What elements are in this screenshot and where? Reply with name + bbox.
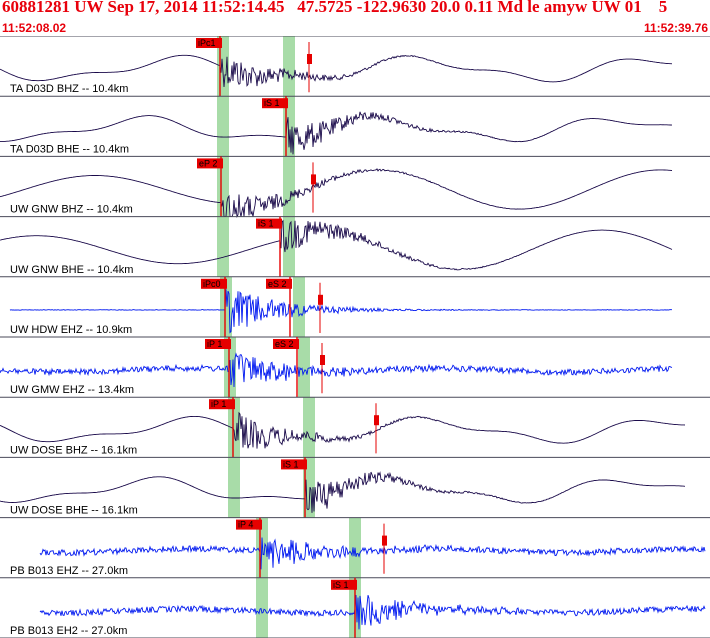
trace-row[interactable]: iS 1 UW GNW BHE -- 10.4km bbox=[0, 216, 710, 277]
pick-label: iP 1 bbox=[207, 339, 222, 349]
uncertainty-box bbox=[374, 415, 379, 426]
pick-label: iS 1 bbox=[333, 580, 349, 590]
uncertainty-box bbox=[307, 54, 312, 64]
trace-row[interactable]: iS 1 PB B013 EH2 -- 27.0km bbox=[0, 577, 710, 638]
pick-window bbox=[217, 216, 229, 277]
waveform bbox=[0, 111, 673, 155]
pick-flag[interactable] bbox=[256, 218, 282, 229]
pick-flag[interactable] bbox=[236, 519, 262, 530]
uncertainty-box bbox=[311, 174, 316, 185]
pick-window bbox=[293, 276, 305, 337]
trace-label: UW GNW BHZ -- 10.4km bbox=[10, 204, 133, 216]
trace-row[interactable]: iS 1 TA D03D BHE -- 10.4km bbox=[0, 95, 710, 157]
pick-label: iS 1 bbox=[283, 459, 299, 469]
pick-flag[interactable] bbox=[273, 339, 299, 349]
event-header: 60881281 UW Sep 17, 2014 11:52:14.45 47.… bbox=[0, 0, 710, 36]
trace-row[interactable]: iS 1 UW DOSE BHE -- 16.1km bbox=[0, 456, 710, 518]
trace-row[interactable]: iP 4 PB B013 EHZ -- 27.0km bbox=[0, 517, 710, 578]
pick-label: iPc0 bbox=[203, 279, 221, 289]
end-time: 11:52:39.76 bbox=[643, 21, 708, 35]
waveform bbox=[39, 594, 706, 630]
waveform bbox=[0, 219, 673, 271]
pick-window bbox=[283, 216, 295, 277]
waveform bbox=[0, 352, 673, 388]
pick-window bbox=[228, 457, 240, 518]
trace-label: TA D03D BHZ -- 10.4km bbox=[10, 83, 128, 95]
pick-flag[interactable] bbox=[201, 278, 227, 289]
trace-label: TA D03D BHE -- 10.4km bbox=[10, 143, 129, 155]
pick-label: iPc1 bbox=[198, 38, 216, 48]
uncertainty-box bbox=[382, 535, 387, 546]
event-title: 60881281 UW Sep 17, 2014 11:52:14.45 47.… bbox=[2, 0, 668, 16]
trace-label: UW DOSE BHZ -- 16.1km bbox=[10, 444, 137, 456]
pick-window bbox=[217, 156, 229, 217]
trace-label: PB B013 EHZ -- 27.0km bbox=[10, 565, 128, 577]
pick-window bbox=[283, 36, 295, 97]
pick-window bbox=[217, 96, 229, 157]
pick-flag[interactable] bbox=[205, 339, 231, 349]
waveform bbox=[0, 471, 686, 513]
trace-row[interactable]: iPc1 TA D03D BHZ -- 10.4km bbox=[0, 36, 710, 97]
trace-label: UW GMW EHZ -- 13.4km bbox=[10, 384, 134, 396]
pick-window bbox=[256, 577, 268, 638]
pick-label: iP 1 bbox=[211, 399, 226, 409]
trace-row[interactable]: iPc0 eS 2 UW HDW EHZ -- 10.9km bbox=[0, 276, 710, 337]
uncertainty-box bbox=[320, 355, 325, 365]
trace-label: UW HDW EHZ -- 10.9km bbox=[10, 324, 132, 336]
pick-label: eP 2 bbox=[199, 158, 217, 168]
waveform bbox=[0, 411, 686, 449]
pick-flag[interactable] bbox=[266, 278, 292, 289]
pick-flag[interactable] bbox=[281, 459, 307, 470]
trace-label: PB B013 EH2 -- 27.0km bbox=[10, 625, 127, 637]
pick-flag[interactable] bbox=[197, 158, 223, 169]
pick-window bbox=[303, 397, 315, 458]
pick-flag[interactable] bbox=[262, 98, 288, 109]
pick-label: eS 2 bbox=[275, 339, 294, 349]
waveform bbox=[9, 289, 672, 334]
uncertainty-box bbox=[318, 294, 323, 305]
pick-window bbox=[283, 156, 295, 217]
trace-row[interactable]: iP 1 UW DOSE BHZ -- 16.1km bbox=[0, 396, 710, 458]
pick-label: eS 2 bbox=[268, 279, 287, 289]
trace-label: UW DOSE BHE -- 16.1km bbox=[10, 505, 138, 517]
waveform bbox=[0, 168, 673, 219]
waveform bbox=[39, 537, 706, 570]
seismogram-panel[interactable]: iPc1 TA D03D BHZ -- 10.4km iS 1 TA D03D BHE… bbox=[0, 36, 710, 638]
pick-label: iP 4 bbox=[238, 520, 253, 530]
pick-window bbox=[220, 276, 232, 337]
pick-flag[interactable] bbox=[209, 399, 235, 410]
pick-label: iS 1 bbox=[264, 98, 280, 108]
pick-label: iS 1 bbox=[258, 219, 274, 229]
trace-label: UW GNW BHE -- 10.4km bbox=[10, 264, 133, 276]
pick-flag[interactable] bbox=[196, 38, 222, 48]
start-time: 11:52:08.02 bbox=[2, 21, 67, 35]
trace-row[interactable]: eP 2 UW GNW BHZ -- 10.4km bbox=[0, 155, 710, 219]
pick-flag[interactable] bbox=[331, 579, 357, 590]
pick-window bbox=[298, 337, 310, 398]
pick-window bbox=[228, 397, 240, 458]
trace-row[interactable]: iP 1 eS 2 UW GMW EHZ -- 13.4km bbox=[0, 336, 710, 398]
waveform bbox=[0, 54, 673, 88]
